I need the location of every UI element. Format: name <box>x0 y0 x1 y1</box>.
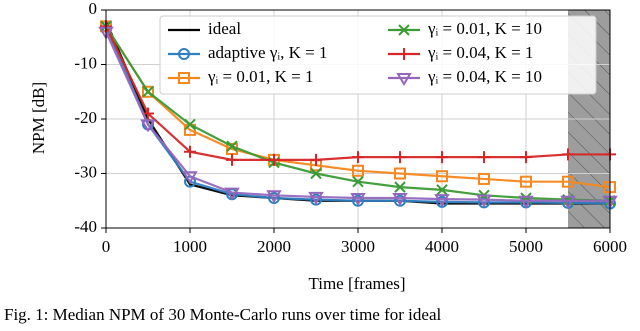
marker <box>436 184 448 196</box>
legend-label: γᵢ = 0.01, K = 1 <box>207 67 314 86</box>
marker <box>560 195 576 209</box>
marker <box>394 167 406 180</box>
marker <box>142 86 154 98</box>
plot-frame <box>105 9 611 229</box>
marker <box>562 175 574 188</box>
marker <box>436 170 448 183</box>
marker <box>562 148 574 161</box>
caption: Fig. 1: Median NPM of 30 Monte-Carlo run… <box>4 305 441 324</box>
marker <box>518 195 534 209</box>
marker <box>350 193 366 206</box>
legend-label: adaptive γᵢ, K = 1 <box>208 43 328 62</box>
y-tick-label: -40 <box>74 217 97 236</box>
series-line <box>104 31 610 202</box>
marker <box>394 181 406 193</box>
marker <box>398 24 410 36</box>
marker <box>434 194 450 208</box>
y-tick-label: -30 <box>74 162 97 181</box>
marker <box>394 151 406 164</box>
x-tick-label: 4000 <box>425 237 459 256</box>
marker <box>308 191 324 205</box>
y-axis-label: NPM [dB] <box>29 82 48 154</box>
marker <box>184 145 196 158</box>
marker <box>520 175 532 188</box>
marker <box>352 164 364 177</box>
marker <box>268 153 280 166</box>
marker <box>178 72 190 84</box>
legend-label: γᵢ = 0.01, K = 10 <box>427 19 542 38</box>
y-tick-label: -20 <box>74 108 97 127</box>
x-tick-label: 0 <box>102 237 111 256</box>
marker <box>352 175 364 188</box>
x-tick-label: 3000 <box>341 237 375 256</box>
marker <box>520 151 532 164</box>
marker <box>478 172 490 185</box>
x-tick-label: 2000 <box>257 237 291 256</box>
marker <box>398 48 410 60</box>
marker <box>224 187 240 201</box>
marker <box>478 151 490 164</box>
series-line <box>105 25 611 189</box>
marker <box>310 167 322 180</box>
marker <box>140 119 156 133</box>
legend: ideal adaptive γᵢ, K = 1 γᵢ = 0.01, K = 1 γ… <box>159 15 597 95</box>
x-axis-label: Time [frames] <box>308 274 405 293</box>
x-tick-label: 5000 <box>509 237 543 256</box>
legend-label: ideal <box>208 19 241 38</box>
legend-label: γᵢ = 0.04, K = 10 <box>427 67 542 86</box>
marker <box>226 153 238 166</box>
marker <box>178 48 190 60</box>
marker <box>476 194 492 208</box>
marker <box>182 171 198 185</box>
x-tick-label: 1000 <box>173 237 207 256</box>
marker <box>266 190 282 204</box>
marker <box>310 153 322 166</box>
y-tick-label: 0 <box>89 0 98 18</box>
legend-frame <box>159 15 597 95</box>
marker <box>226 140 238 152</box>
y-tick-label: -10 <box>74 53 97 72</box>
marker <box>436 151 448 164</box>
legend-label: γᵢ = 0.04, K = 1 <box>427 43 534 62</box>
marker <box>142 85 154 98</box>
marker <box>396 73 412 86</box>
marker <box>392 193 408 206</box>
marker <box>352 151 364 164</box>
marker <box>184 118 196 131</box>
x-tick-label: 6000 <box>593 237 627 256</box>
